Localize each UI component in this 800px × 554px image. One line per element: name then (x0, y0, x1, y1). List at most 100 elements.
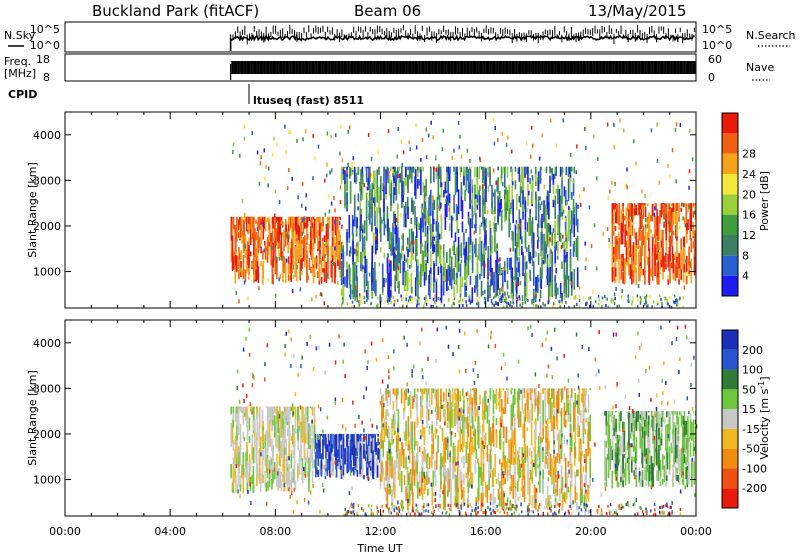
data-point (668, 295, 671, 299)
data-point (278, 248, 281, 253)
data-point (262, 222, 264, 227)
data-point (503, 299, 506, 303)
data-point (597, 302, 600, 306)
data-point (521, 301, 524, 305)
data-point (544, 303, 546, 307)
data-point (492, 117, 495, 122)
data-point (484, 296, 486, 300)
data-point (274, 189, 277, 194)
data-point (538, 176, 541, 181)
data-point (645, 296, 648, 300)
data-point (448, 207, 450, 212)
data-point (593, 223, 596, 228)
data-point (286, 186, 289, 191)
data-point (414, 225, 416, 230)
data-point (388, 259, 390, 264)
data-point (627, 217, 630, 222)
data-point (435, 154, 437, 159)
data-point (326, 273, 328, 278)
data-point (312, 133, 314, 138)
data-point (328, 209, 331, 214)
data-point (363, 183, 366, 188)
data-point (303, 216, 305, 221)
data-point (274, 213, 276, 218)
data-point (644, 224, 647, 229)
data-point (542, 303, 545, 307)
data-point (399, 305, 401, 309)
data-point (573, 305, 576, 309)
data-point (643, 302, 646, 306)
data-point (349, 294, 351, 298)
data-point (430, 241, 433, 246)
data-point (643, 205, 646, 210)
data-point (494, 300, 497, 305)
data-point (423, 214, 425, 219)
data-point (682, 216, 684, 221)
data-point (390, 301, 392, 305)
data-point (408, 278, 410, 283)
data-point (524, 301, 527, 305)
data-point (641, 189, 643, 194)
data-point (541, 227, 544, 232)
data-point (421, 208, 424, 213)
data-point (505, 301, 508, 305)
data-point (589, 296, 592, 300)
cpid-label: CPID (8, 88, 37, 101)
data-point (597, 294, 600, 298)
data-point (284, 124, 286, 129)
data-point (454, 295, 456, 299)
data-point (645, 294, 648, 298)
data-point (681, 202, 683, 207)
data-point (558, 303, 561, 307)
data-point (448, 298, 450, 302)
data-point (338, 240, 340, 245)
data-point (633, 139, 635, 144)
data-point (359, 299, 362, 303)
data-point (334, 133, 337, 138)
data-point (483, 289, 486, 294)
data-point (614, 297, 616, 301)
data-point (399, 213, 402, 218)
noise-tick-right-bottom: 10^0 (702, 39, 732, 52)
data-point (272, 152, 274, 157)
data-point (324, 212, 327, 217)
data-point (355, 285, 358, 290)
data-point (235, 250, 237, 255)
data-point (647, 304, 649, 308)
data-point (418, 297, 420, 301)
data-point (447, 201, 449, 206)
data-point (639, 295, 642, 299)
date-title: 13/May/2015 (588, 2, 686, 20)
data-point (423, 193, 426, 198)
data-point (447, 270, 449, 275)
data-point (561, 301, 564, 305)
data-point (516, 225, 519, 230)
data-point (445, 198, 447, 203)
data-point (583, 295, 585, 299)
data-point (515, 299, 518, 304)
data-point (595, 266, 598, 271)
noise-sky-line (229, 33, 695, 51)
data-point (395, 217, 398, 222)
data-point (351, 290, 354, 295)
data-point (365, 166, 368, 171)
data-point (339, 185, 342, 190)
data-point (392, 295, 395, 299)
y-tick-label: 4000 (33, 129, 61, 142)
data-point (265, 164, 267, 169)
data-point (301, 231, 304, 236)
data-point (607, 305, 610, 309)
data-point (421, 138, 424, 143)
data-point (578, 285, 581, 290)
noise-tick-left-bottom: 10^0 (30, 39, 60, 52)
data-point (607, 196, 610, 201)
data-point (552, 302, 555, 306)
data-point (512, 299, 515, 303)
data-point (305, 206, 307, 211)
data-point (351, 305, 353, 309)
data-point (304, 129, 307, 134)
data-point (404, 287, 406, 292)
data-point (288, 167, 290, 172)
data-point (547, 300, 550, 305)
data-point (562, 209, 565, 214)
